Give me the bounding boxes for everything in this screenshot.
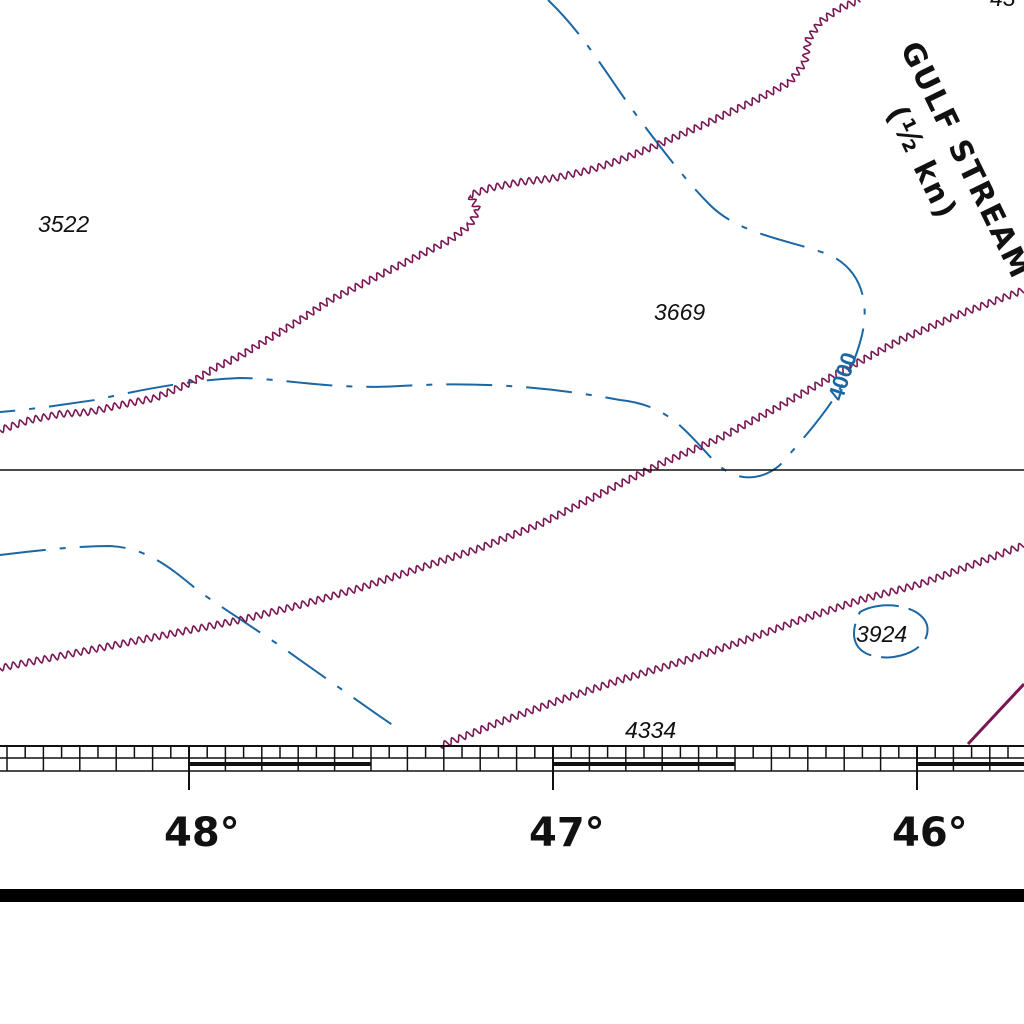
cable-line-middle-wave bbox=[0, 287, 1024, 672]
sounding-3669: 3669 bbox=[654, 299, 705, 325]
cable-line-top bbox=[0, 0, 860, 430]
sounding-4334: 4334 bbox=[625, 717, 676, 743]
sounding-3522: 3522 bbox=[38, 211, 89, 237]
sounding-top-partial: 43 bbox=[990, 0, 1016, 11]
degree-ticks bbox=[188, 746, 918, 790]
depth-contour-upper bbox=[0, 0, 866, 479]
sounding-3924: 3924 bbox=[856, 621, 907, 647]
chart-border-scale bbox=[0, 745, 1024, 790]
longitude-labels: 48° 47° 46° bbox=[164, 810, 968, 856]
cable-line-diagonal bbox=[966, 682, 1024, 746]
soundings: 3522 3669 3924 4334 43 bbox=[38, 0, 1016, 743]
current-label: GULF STREAM (½ kn) bbox=[879, 36, 1024, 285]
cable-waves bbox=[0, 0, 1024, 750]
longitude-label-47: 47° bbox=[529, 810, 605, 856]
longitude-label-46: 46° bbox=[892, 810, 968, 856]
neat-line bbox=[0, 889, 1024, 902]
depth-contour-lower bbox=[0, 544, 401, 731]
longitude-label-48: 48° bbox=[164, 810, 240, 856]
cable-lines bbox=[0, 0, 1024, 746]
contour-depth-label: 4000 bbox=[823, 349, 862, 403]
cable-line-bottom-wave bbox=[439, 542, 1024, 750]
depth-contours bbox=[0, 0, 929, 731]
depth-contour-3924-ring bbox=[853, 604, 929, 659]
cable-line-top-wave bbox=[0, 0, 861, 434]
cable-line-middle bbox=[0, 290, 1024, 668]
